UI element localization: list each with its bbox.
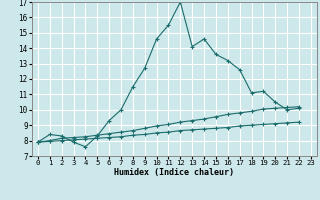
X-axis label: Humidex (Indice chaleur): Humidex (Indice chaleur) <box>115 168 234 177</box>
